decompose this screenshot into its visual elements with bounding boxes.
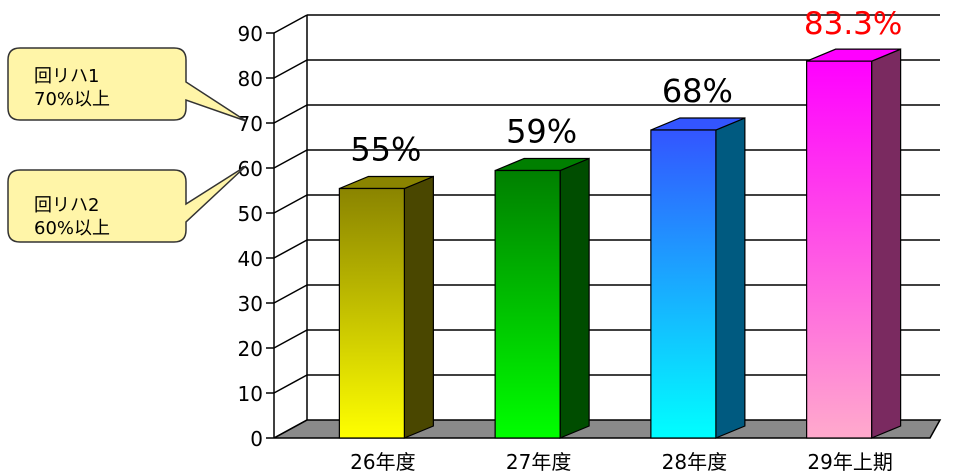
axes: [273, 15, 308, 438]
x-tick-label: 26年度: [350, 450, 415, 472]
bar-side: [871, 48, 902, 439]
bar-side: [559, 157, 590, 439]
x-tick-label: 27年度: [506, 450, 571, 472]
gridline-depth: [273, 194, 308, 214]
data-label: 59%: [506, 113, 577, 151]
bar: [338, 187, 405, 439]
y-tick-label: 90: [238, 22, 263, 46]
callout-bubble: [7, 47, 247, 122]
gridline-depth: [273, 284, 308, 304]
data-label: 55%: [350, 131, 421, 169]
y-tick-label: 50: [238, 202, 263, 226]
y-tick-label: 70: [238, 112, 263, 136]
bar: [650, 129, 717, 439]
y-tick-label: 20: [238, 337, 263, 361]
bar-side: [715, 117, 746, 439]
gridline-depth: [273, 329, 308, 349]
data-label: 68%: [662, 72, 733, 110]
gridline-depth: [273, 14, 308, 34]
callout-rehab-1-line1: 回リハ1: [34, 66, 100, 87]
x-tick-label: 29年上期: [807, 450, 892, 472]
gridline-depth: [273, 59, 308, 79]
bar: [494, 169, 561, 439]
x-axis-ticks: 26年度 27年度 28年度 29年上期: [350, 450, 893, 472]
data-label: 83.3%: [804, 6, 902, 42]
y-tick-label: 0: [250, 427, 263, 451]
bar-side: [403, 175, 434, 439]
bars: [338, 48, 902, 439]
gridline-depth: [273, 104, 308, 124]
callout-shapes: [7, 47, 247, 243]
gridline-depth: [273, 374, 308, 394]
callout-rehab-1-line2: 70%以上: [34, 89, 111, 110]
x-tick-label: 28年度: [662, 450, 727, 472]
callout-rehab-1: 回リハ1 70%以上: [34, 65, 110, 111]
gridline-depth: [273, 149, 308, 169]
bar: [806, 60, 873, 439]
y-tick-label: 80: [238, 67, 263, 91]
callout-rehab-2-line1: 回リハ2: [34, 195, 100, 216]
y-tick-label: 40: [238, 247, 263, 271]
gridline-depth: [273, 419, 308, 439]
gridline-depth: [273, 239, 308, 259]
y-tick-label: 10: [238, 382, 263, 406]
callout-bubble: [7, 165, 247, 243]
callout-rehab-2-line2: 60%以上: [34, 218, 111, 239]
callout-rehab-2: 回リハ2 60%以上: [34, 194, 110, 240]
y-tick-label: 30: [238, 292, 263, 316]
data-labels: 55% 59% 68% 83.3%: [350, 6, 902, 169]
